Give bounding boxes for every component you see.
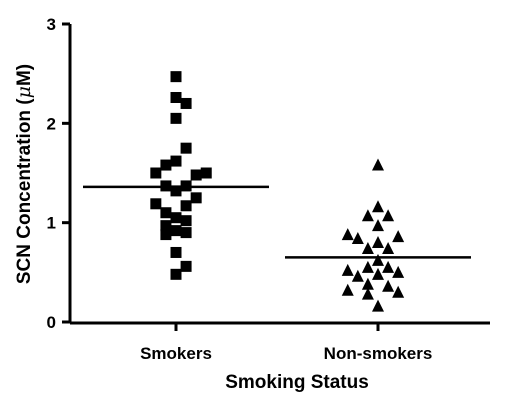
triangle-point [341,263,354,276]
y-axis-title-mu: μ [13,86,35,98]
triangle-point [361,287,374,300]
triangle-point [382,279,395,292]
square-point [170,155,182,167]
square-point [170,92,182,104]
triangle-point [372,200,384,213]
y-axis-title: SCN Concentration (μM) [13,64,35,284]
square-point [160,180,172,192]
square-point [180,142,192,154]
triangle-point [372,236,384,249]
square-point [180,215,192,227]
y-tick-label: 3 [47,15,56,34]
triangle-point [372,253,384,266]
x-tick-label: Non-smokers [324,344,433,363]
square-point [160,159,172,171]
square-point [160,207,172,219]
square-point [150,198,162,210]
triangle-point [392,285,405,298]
y-axis: 0 1 2 3 [47,15,72,332]
triangle-point [392,230,405,243]
square-point [180,180,192,192]
y-tick-label: 1 [47,214,56,233]
square-point [180,260,192,272]
triangle-point [351,269,364,282]
y-axis-title-suffix: M) [14,64,35,86]
square-point [170,71,182,83]
y-axis-title-prefix: SCN Concentration ( [14,98,35,284]
square-point [170,112,182,124]
triangle-point [372,158,384,171]
y-tick-label: 2 [47,114,56,133]
triangle-point [382,260,395,273]
square-point [150,167,162,179]
square-point [170,268,182,280]
square-point [190,192,202,204]
triangle-point [372,219,384,232]
square-point [170,185,182,197]
x-axis: Smokers Non-smokers [70,321,490,363]
triangle-point [361,241,374,254]
square-point [200,167,212,179]
y-tick-label: 0 [47,313,56,332]
triangle-point [382,241,395,254]
square-point [180,200,192,212]
plot-marks [83,71,471,312]
square-point [180,97,192,109]
square-point [170,225,182,237]
triangle-point [361,277,374,290]
triangle-point [372,267,384,280]
square-point [160,229,172,241]
x-axis-title: Smoking Status [225,372,369,393]
triangle-point [372,299,384,312]
square-point [180,227,192,239]
square-point [160,220,172,232]
triangle-point [382,209,395,222]
triangle-point [351,232,364,245]
triangle-point [392,265,405,278]
triangle-point [341,228,354,241]
square-point [170,246,182,258]
triangle-point [341,283,354,296]
x-tick-label: Smokers [140,344,212,363]
triangle-point [361,260,374,273]
triangle-point [361,209,374,222]
square-point [190,169,202,181]
square-point [170,212,182,224]
